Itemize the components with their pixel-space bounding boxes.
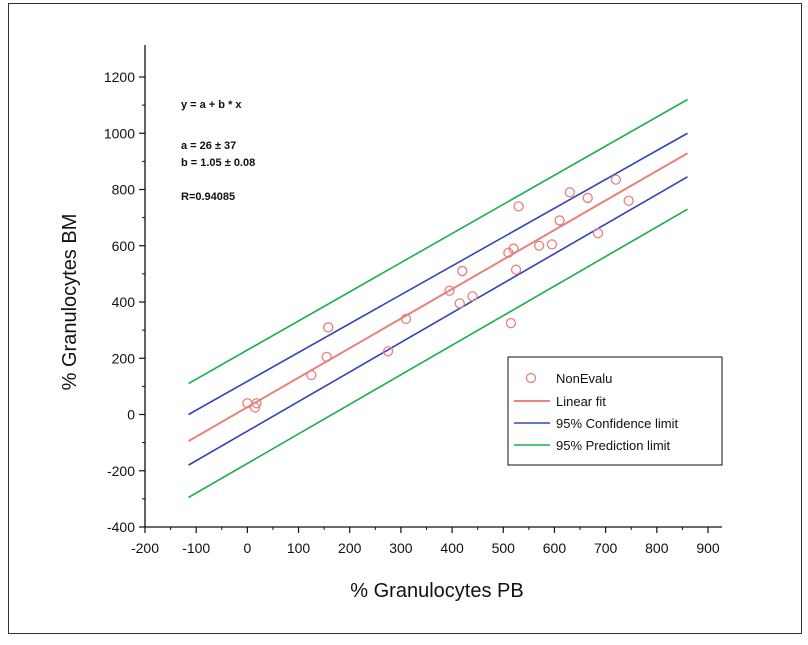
x-tick-label: 700	[594, 540, 618, 556]
legend-label-confidence: 95% Confidence limit	[556, 416, 679, 431]
data-point	[444, 285, 455, 296]
legend: NonEvalu Linear fit 95% Confidence limit…	[507, 356, 723, 466]
y-tick-label: -400	[107, 519, 135, 535]
x-tick-label: 500	[492, 540, 516, 556]
data-point	[554, 215, 565, 226]
data-point	[610, 174, 622, 185]
r-annotation: R=0.94085	[181, 191, 235, 203]
data-point	[382, 346, 394, 357]
legend-box	[507, 356, 723, 466]
x-tick-label: 100	[287, 540, 311, 556]
figure-frame	[8, 3, 802, 634]
x-tick-label: 800	[645, 540, 669, 556]
data-point	[510, 264, 522, 275]
linear-fit-line	[188, 152, 689, 443]
equation-annotation: y = a + b * x	[181, 99, 242, 111]
axes: -200 -100 0 100 200 300 400 500 600 700 800 900 -400…	[104, 45, 722, 556]
fit-curves	[188, 98, 689, 499]
x-tick-label: -200	[131, 540, 159, 556]
y-tick-label: 1000	[104, 125, 135, 141]
y-tick-label: 600	[112, 238, 136, 254]
95-confidence-limit-upper	[188, 132, 688, 416]
x-tick-label: 200	[338, 540, 362, 556]
y-tick-label: 400	[112, 294, 136, 310]
x-tick-label: 600	[543, 540, 567, 556]
x-tick-label: 0	[243, 540, 251, 556]
legend-label-nonevalu: NonEvalu	[556, 371, 612, 386]
data-point	[513, 201, 524, 212]
y-tick-label: 800	[112, 182, 136, 198]
data-point	[508, 243, 519, 254]
95-confidence-limit-lower	[188, 176, 688, 466]
param-a-annotation: a = 26 ± 37	[181, 140, 236, 152]
x-axis-label: % Granulocytes PB	[350, 580, 523, 602]
data-point	[306, 369, 317, 381]
95-prediction-limit-upper	[188, 98, 688, 385]
data-point	[582, 192, 593, 204]
y-tick-label: -200	[107, 463, 135, 479]
data-point	[321, 351, 332, 362]
data-point	[400, 313, 412, 325]
data-point	[249, 402, 261, 413]
y-tick-label: 1200	[104, 69, 135, 85]
y-tick-label: 0	[127, 407, 135, 423]
data-points	[242, 174, 634, 413]
95-prediction-limit-lower	[188, 208, 688, 499]
y-tick-label: 200	[112, 350, 136, 366]
data-point	[323, 322, 334, 333]
data-point	[546, 239, 558, 250]
data-point	[533, 240, 545, 251]
y-axis-label: % Granulocytes BM	[59, 214, 81, 391]
x-tick-label: 300	[389, 540, 413, 556]
data-point	[592, 227, 604, 239]
data-point	[467, 291, 478, 302]
x-tick-label: 400	[440, 540, 464, 556]
x-tick-label: -100	[182, 540, 210, 556]
data-point	[251, 398, 262, 409]
data-point	[505, 317, 517, 329]
data-point	[564, 187, 575, 198]
data-point	[454, 298, 465, 309]
x-tick-label: 900	[696, 540, 720, 556]
legend-label-linear-fit: Linear fit	[556, 394, 606, 409]
data-point	[457, 265, 468, 277]
legend-label-prediction: 95% Prediction limit	[556, 438, 671, 453]
data-point	[623, 195, 634, 206]
param-b-annotation: b = 1.05 ± 0.08	[181, 157, 255, 169]
legend-marker-nonevalu	[525, 372, 537, 384]
